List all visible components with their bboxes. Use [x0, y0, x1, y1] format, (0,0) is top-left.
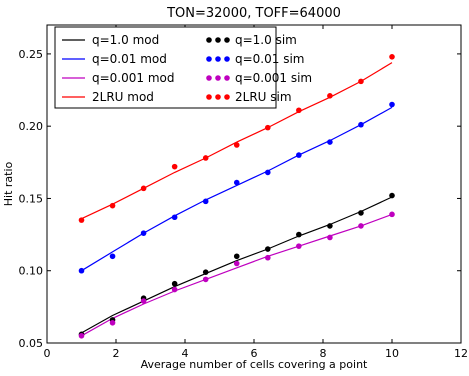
data-point — [358, 210, 364, 216]
legend-point-swatch — [206, 94, 212, 100]
y-tick-label: 0.05 — [19, 337, 44, 350]
x-axis-label: Average number of cells covering a point — [141, 358, 368, 371]
chart-title: TON=32000, TOFF=64000 — [166, 6, 341, 21]
legend-label: q=1.0 sim — [235, 33, 297, 47]
legend-point-swatch — [215, 94, 221, 100]
legend-point-swatch — [215, 56, 221, 62]
legend-label: q=0.001 sim — [235, 71, 312, 85]
legend-point-swatch — [215, 75, 221, 81]
series-line-0 — [81, 196, 393, 334]
legend-point-swatch — [224, 56, 230, 62]
data-point — [265, 124, 271, 131]
y-tick-label: 0.20 — [19, 120, 44, 133]
x-tick-label: 2 — [113, 347, 120, 360]
data-point — [389, 101, 395, 108]
data-point — [202, 276, 209, 283]
data-point — [389, 54, 395, 60]
legend-label: 2LRU mod — [92, 90, 154, 104]
data-point — [202, 198, 209, 205]
legend-label: q=1.0 mod — [92, 33, 159, 47]
legend-label: q=0.001 mod — [92, 71, 175, 85]
data-point — [327, 93, 333, 99]
data-point — [233, 260, 240, 267]
data-point — [78, 267, 85, 274]
data-point — [233, 253, 240, 260]
data-point — [358, 121, 364, 128]
data-point — [202, 269, 209, 275]
data-point — [78, 217, 85, 223]
data-point — [233, 142, 240, 148]
legend-point-swatch — [224, 94, 230, 100]
y-tick-label: 0.25 — [19, 48, 44, 61]
data-point — [171, 214, 178, 221]
data-point — [389, 192, 395, 199]
data-point — [171, 286, 178, 293]
x-tick-label: 10 — [385, 347, 399, 360]
data-point — [140, 185, 147, 192]
x-tick-label: 12 — [454, 347, 468, 360]
legend-label: q=0.01 sim — [235, 52, 304, 66]
legend-point-swatch — [215, 37, 221, 43]
legend-point-swatch — [206, 37, 212, 43]
series-line-1 — [81, 106, 393, 272]
data-point — [296, 152, 302, 158]
simulation-points — [78, 54, 395, 339]
data-point — [109, 253, 116, 260]
x-tick-label: 8 — [320, 347, 327, 360]
y-tick-label: 0.10 — [19, 265, 44, 278]
data-point — [78, 332, 85, 339]
axis-ticks: 0 2 4 6 8 10 12 0.05 0.10 0.15 0.20 0.25 — [19, 25, 468, 360]
data-point — [109, 202, 116, 209]
data-point — [265, 254, 271, 261]
data-point — [171, 163, 178, 170]
legend-point-swatch — [206, 75, 212, 81]
data-point — [358, 78, 364, 85]
data-point — [140, 298, 147, 304]
data-point — [265, 246, 271, 252]
legend: q=1.0 mod q=1.0 sim q=0.01 mod q=0.01 sim q=… — [54, 26, 312, 109]
data-point — [171, 280, 178, 287]
data-point — [109, 319, 116, 326]
legend-point-swatch — [224, 37, 230, 43]
data-point — [389, 211, 395, 218]
data-point — [327, 234, 333, 241]
data-point — [233, 179, 240, 186]
data-point — [296, 243, 302, 249]
x-tick-label: 0 — [44, 347, 51, 360]
data-point — [140, 230, 147, 236]
legend-point-swatch — [206, 56, 212, 62]
legend-point-swatch — [224, 75, 230, 81]
data-point — [265, 169, 271, 176]
data-point — [327, 223, 333, 229]
data-point — [296, 107, 302, 114]
legend-label: q=0.01 mod — [92, 52, 167, 66]
model-lines — [81, 62, 393, 337]
y-tick-label: 0.15 — [19, 192, 44, 205]
legend-label: 2LRU sim — [235, 90, 292, 104]
series-line-3 — [81, 62, 393, 220]
series-line-2 — [81, 213, 393, 337]
x-tick-label: 6 — [251, 347, 258, 360]
data-point — [327, 139, 333, 145]
legend-box — [54, 26, 277, 109]
data-point — [202, 155, 209, 161]
data-point — [296, 231, 302, 238]
x-tick-label: 4 — [182, 347, 189, 360]
y-axis-label: Hit ratio — [2, 161, 15, 206]
data-point — [358, 223, 364, 229]
